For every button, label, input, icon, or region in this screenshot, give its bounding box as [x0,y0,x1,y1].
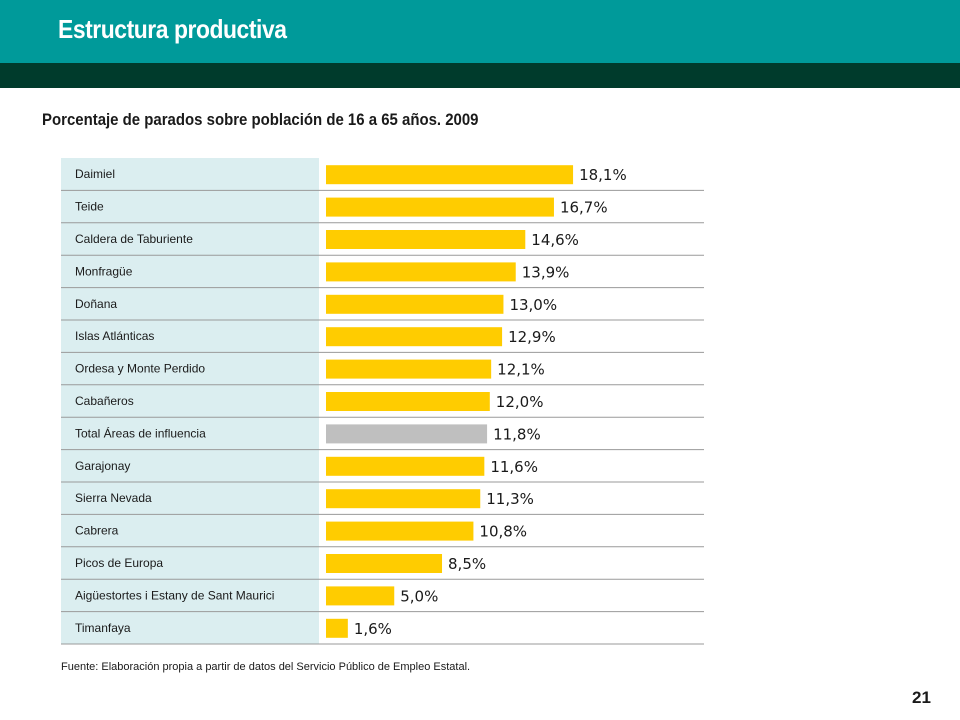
category-label: Picos de Europa [75,556,163,570]
bar [326,586,395,606]
value-label: 18,1% [579,166,627,184]
value-label: 12,0% [496,393,544,411]
page-number: 21 [912,688,931,707]
value-label: 1,6% [354,620,392,638]
bar [326,197,554,217]
page-title: Estructura productiva [58,14,287,44]
bar [326,165,574,185]
value-label: 14,6% [531,231,579,249]
value-label: 16,7% [560,199,608,217]
bar [326,262,516,282]
value-label: 5,0% [400,587,438,605]
category-label: Caldera de Taburiente [75,232,193,246]
bar [326,424,488,444]
category-label: Sierra Nevada [75,491,152,505]
value-label: 11,8% [493,425,541,443]
category-label: Cabañeros [75,394,134,408]
label-panel [61,158,319,644]
category-label: Islas Atlánticas [75,329,154,343]
bar [326,327,503,347]
category-label: Total Áreas de influencia [75,425,206,440]
bar [326,489,481,509]
value-label: 10,8% [479,523,527,541]
bar [326,392,490,411]
category-label: Garajonay [75,459,130,473]
value-label: 12,1% [497,361,545,379]
bar [326,294,504,314]
bar [326,521,474,541]
value-label: 11,6% [490,458,538,476]
category-label: Aigüestortes i Estany de Sant Maurici [75,588,274,602]
bar [326,456,485,476]
source-note: Fuente: Elaboración propia a partir de d… [61,661,471,673]
header-dark-strip [0,63,960,88]
category-label: Cabrera [75,524,119,538]
value-label: 8,5% [448,555,486,573]
bar [326,230,526,249]
bar [326,359,492,379]
chart-title: Porcentaje de parados sobre población de… [42,110,479,129]
category-label: Doñana [75,297,117,311]
header-band [0,0,960,63]
value-label: 11,3% [486,490,534,508]
value-label: 13,0% [509,296,557,314]
category-label: Teide [75,200,104,214]
category-label: Daimiel [75,167,115,181]
category-label: Ordesa y Monte Perdido [75,362,205,376]
category-label: Monfragüe [75,264,133,278]
value-label: 13,9% [522,263,570,281]
category-label: Timanfaya [75,621,131,635]
value-label: 12,9% [508,328,556,346]
bar [326,618,348,638]
bar [326,554,443,573]
